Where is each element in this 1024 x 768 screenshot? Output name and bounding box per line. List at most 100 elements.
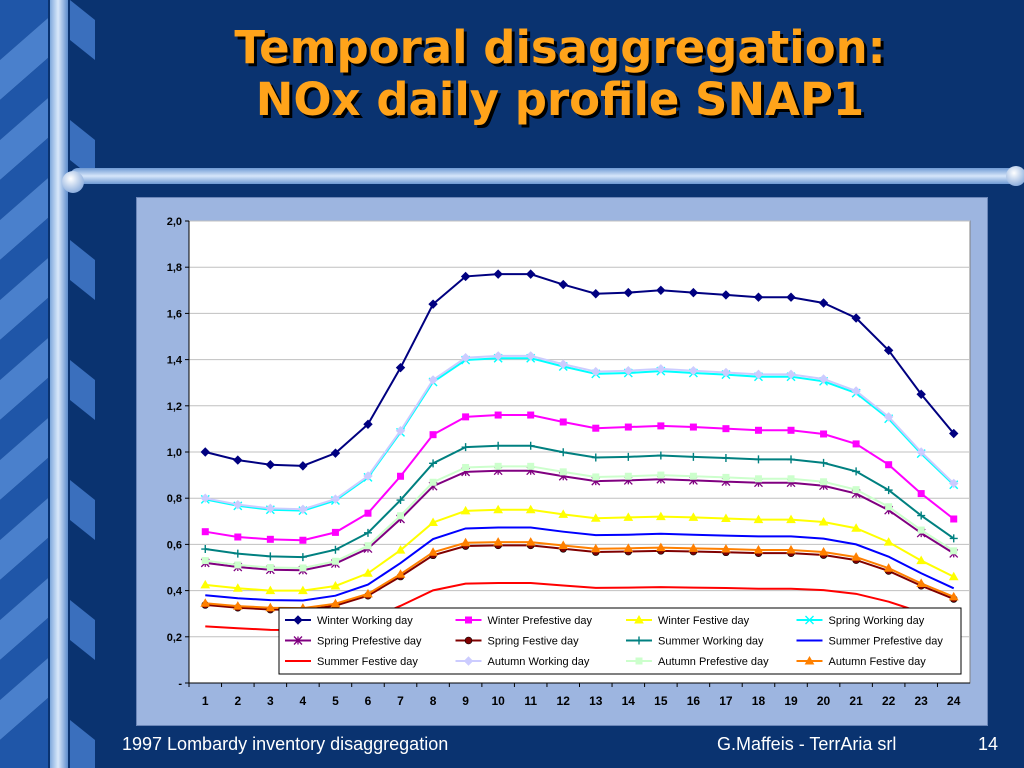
data-point	[754, 455, 763, 464]
series-1	[201, 411, 958, 544]
series-7	[205, 526, 955, 602]
left-chevron-border	[0, 0, 95, 768]
title-line-2: NOx daily profile SNAP1	[255, 73, 865, 126]
data-point	[885, 503, 893, 511]
data-point	[525, 351, 536, 361]
x-tick-label: 3	[267, 694, 274, 708]
legend-label: Spring Working day	[829, 615, 925, 627]
data-point	[233, 549, 242, 558]
x-tick-label: 16	[687, 694, 701, 708]
x-tick-label: 17	[719, 694, 733, 708]
data-point	[493, 504, 504, 514]
data-point	[558, 509, 569, 518]
data-point	[950, 515, 958, 523]
data-point	[525, 537, 536, 546]
data-point	[395, 362, 406, 373]
data-point	[883, 537, 894, 546]
data-point	[624, 472, 632, 480]
vertical-rod	[50, 0, 68, 768]
data-point	[265, 585, 276, 595]
x-tick-label: 7	[397, 694, 404, 708]
horizontal-rule	[70, 168, 1020, 184]
data-point	[786, 292, 796, 302]
data-point	[526, 441, 535, 450]
data-point	[330, 494, 341, 504]
data-point	[591, 366, 601, 377]
x-tick-label: 5	[332, 694, 339, 708]
data-point	[299, 564, 307, 572]
slide-title: Temporal disaggregation: NOx daily profi…	[120, 22, 1000, 126]
y-tick-label: 0,4	[167, 586, 183, 598]
data-point	[885, 461, 893, 469]
data-point	[460, 353, 471, 363]
data-point	[397, 512, 405, 520]
series-line	[205, 414, 955, 542]
legend-swatch-marker	[463, 656, 474, 666]
x-tick-label: 21	[849, 694, 863, 708]
data-point	[298, 553, 307, 562]
series-10	[201, 462, 958, 572]
data-point	[948, 571, 959, 581]
x-tick-label: 20	[817, 694, 831, 708]
x-tick-label: 10	[491, 694, 505, 708]
legend-label: Autumn Working day	[488, 656, 590, 668]
data-point	[266, 535, 274, 543]
data-point	[916, 447, 926, 457]
data-point	[787, 426, 795, 434]
legend-item: Winter Prefestive day	[455, 615, 593, 627]
data-point	[395, 545, 406, 554]
legend-item: Spring Festive day	[455, 636, 580, 648]
data-point	[364, 542, 372, 550]
data-point	[623, 365, 634, 376]
x-tick-label: 13	[589, 694, 603, 708]
rule-end-knob	[1006, 166, 1024, 186]
data-point	[948, 591, 959, 601]
data-point	[233, 499, 243, 510]
data-point	[818, 547, 829, 556]
data-point	[688, 512, 699, 521]
data-point	[428, 299, 438, 309]
data-point	[201, 557, 209, 565]
legend-item: Summer Festive day	[285, 656, 418, 668]
data-point	[883, 345, 894, 356]
x-tick-label: 11	[524, 694, 537, 708]
data-point	[201, 528, 209, 536]
data-point	[460, 271, 471, 282]
data-point	[722, 473, 730, 481]
x-tick-label: 19	[784, 694, 798, 708]
legend-label: Summer Working day	[658, 636, 764, 648]
data-point	[364, 509, 372, 517]
footer-author: G.Maffeis - TerrAria srl	[717, 734, 897, 754]
data-point	[721, 544, 731, 553]
legend-swatch-marker	[804, 655, 815, 665]
series-line	[205, 526, 955, 602]
series-line	[205, 354, 955, 511]
data-point	[688, 365, 699, 376]
y-tick-label: 0,8	[167, 493, 182, 505]
data-point	[200, 598, 211, 607]
y-tick-label: 0,2	[167, 632, 182, 644]
data-point	[330, 448, 341, 458]
data-point	[591, 289, 601, 299]
data-point	[917, 526, 925, 534]
nox-daily-profile-chart: -0,20,40,60,81,01,21,41,61,82,01 2 3 4 5 6 7 8 9…	[167, 216, 971, 708]
series-9	[200, 351, 959, 514]
y-tick-label: -	[178, 678, 182, 690]
legend-item: Winter Festive day	[626, 614, 750, 627]
legend-item: Spring Prefestive day	[285, 636, 422, 648]
title-line-1: Temporal disaggregation:	[234, 21, 886, 74]
data-point	[592, 424, 600, 432]
data-point	[397, 472, 405, 480]
legend-label: Spring Festive day	[488, 636, 580, 648]
legend-swatch-marker	[465, 616, 472, 624]
data-point	[786, 514, 796, 524]
series-2	[200, 504, 959, 595]
data-point	[883, 412, 894, 422]
data-point	[298, 585, 308, 595]
data-point	[721, 454, 730, 463]
y-tick-label: 1,4	[167, 355, 183, 367]
series-line	[205, 273, 955, 467]
legend-swatch-marker	[634, 614, 644, 624]
data-point	[722, 425, 730, 433]
